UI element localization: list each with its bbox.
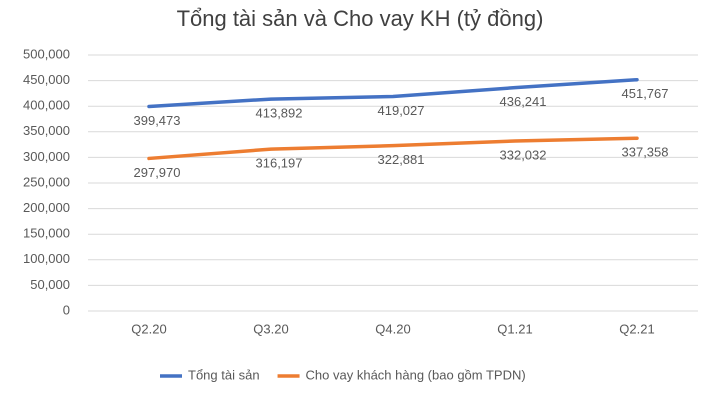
data-label: 436,241 xyxy=(500,94,547,109)
y-tick-label: 500,000 xyxy=(23,46,70,61)
data-label: 399,473 xyxy=(134,113,181,128)
data-label: 451,767 xyxy=(622,86,669,101)
data-label: 419,027 xyxy=(378,103,425,118)
y-tick-label: 200,000 xyxy=(23,200,70,215)
data-label: 316,197 xyxy=(256,156,303,171)
y-tick-label: 450,000 xyxy=(23,72,70,87)
series-line xyxy=(147,77,639,109)
y-tick-label: 250,000 xyxy=(23,174,70,189)
y-tick-label: 50,000 xyxy=(30,277,70,292)
x-tick-label: Q4.20 xyxy=(375,321,410,336)
data-label: 413,892 xyxy=(256,106,303,121)
data-label: 332,032 xyxy=(500,147,547,162)
y-tick-label: 300,000 xyxy=(23,149,70,164)
y-tick-label: 350,000 xyxy=(23,123,70,138)
data-label: 322,881 xyxy=(378,152,425,167)
series-line xyxy=(147,136,639,161)
legend-label: Cho vay khách hàng (bao gồm TPDN) xyxy=(306,367,526,382)
y-tick-label: 400,000 xyxy=(23,98,70,113)
legend-label: Tổng tài sản xyxy=(188,367,260,382)
data-label: 297,970 xyxy=(134,165,181,180)
data-label: 337,358 xyxy=(622,145,669,160)
x-tick-label: Q2.21 xyxy=(619,321,654,336)
y-tick-label: 0 xyxy=(63,302,70,317)
x-tick-label: Q2.20 xyxy=(131,321,166,336)
y-tick-label: 100,000 xyxy=(23,251,70,266)
chart-title: Tổng tài sản và Cho vay KH (tỷ đồng) xyxy=(177,6,544,31)
x-tick-label: Q1.21 xyxy=(497,321,532,336)
x-tick-label: Q3.20 xyxy=(253,321,288,336)
y-tick-label: 150,000 xyxy=(23,226,70,241)
